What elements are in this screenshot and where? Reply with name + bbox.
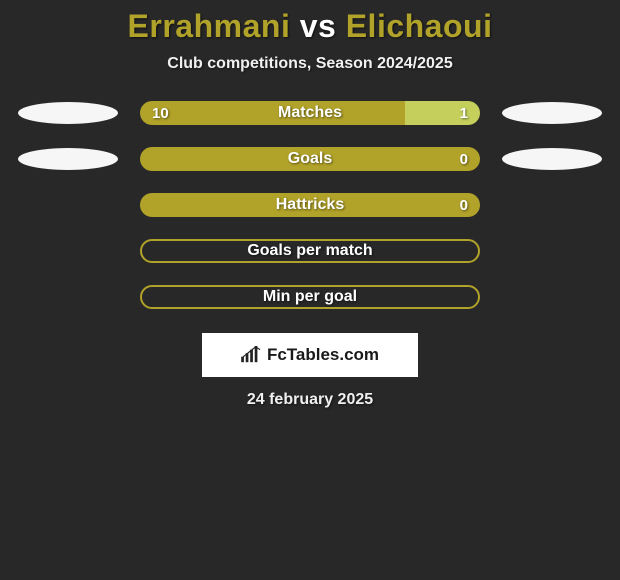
stat-row: 0Hattricks [10,193,610,217]
player-avatar-right [502,102,602,124]
stat-bar-left [140,147,480,171]
title-right: Elichaoui [336,8,492,44]
title-left: Errahmani [128,8,300,44]
stat-label: Min per goal [142,287,478,307]
stat-bar-left: 10 [140,101,405,125]
stats-list: 101Matches0Goals0HattricksGoals per matc… [0,101,620,309]
stat-value-left: 10 [152,105,169,122]
stat-row: Min per goal [10,285,610,309]
stat-bar-right: 0 [460,193,480,217]
stat-value-right: 1 [460,105,468,122]
title-mid: vs [300,8,337,44]
stat-value-right: 0 [460,197,468,214]
stat-bar: 101Matches [140,101,480,125]
comparison-infographic: Errahmani vs Elichaoui Club competitions… [0,0,620,409]
stat-bar: 0Goals [140,147,480,171]
stat-value-right: 0 [460,151,468,168]
page-title: Errahmani vs Elichaoui [128,8,493,45]
stat-row: 0Goals [10,147,610,171]
stat-label: Goals per match [142,241,478,261]
stat-bar-right: 0 [460,147,480,171]
player-avatar-left [18,102,118,124]
stat-row: 101Matches [10,101,610,125]
stat-bar: Goals per match [140,239,480,263]
stat-bar: Min per goal [140,285,480,309]
stat-bar-right: 1 [405,101,480,125]
bar-chart-icon [241,346,263,364]
date-text: 24 february 2025 [247,391,373,409]
stat-bar-left [140,193,480,217]
stat-bar: 0Hattricks [140,193,480,217]
source-logo: FcTables.com [202,333,418,377]
player-avatar-left [18,148,118,170]
logo-inner: FcTables.com [241,345,379,365]
player-avatar-right [502,148,602,170]
subtitle: Club competitions, Season 2024/2025 [167,55,452,73]
logo-text: FcTables.com [267,345,379,365]
stat-row: Goals per match [10,239,610,263]
